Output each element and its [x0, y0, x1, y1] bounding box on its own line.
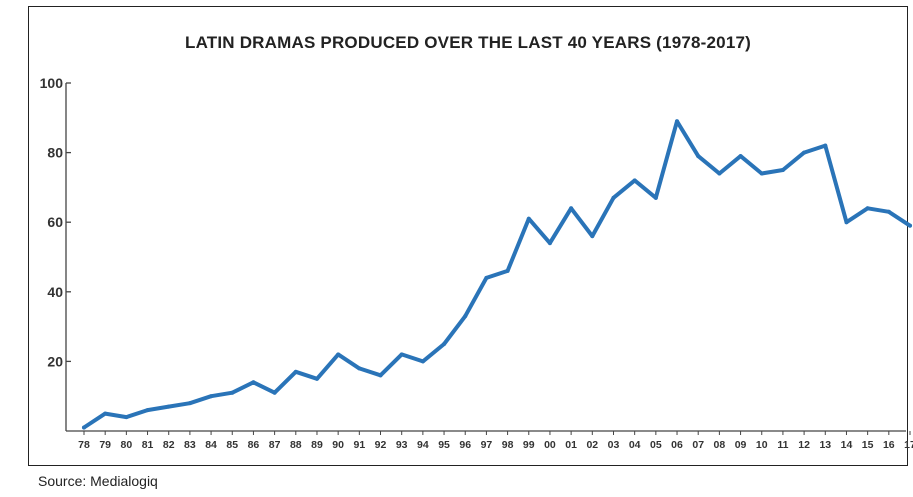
x-tick-label-83: 83: [184, 439, 196, 451]
data-point-95: [442, 342, 447, 346]
data-point-86: [251, 380, 256, 385]
data-point-89: [314, 376, 319, 381]
x-tick-label-11: 11: [777, 439, 788, 451]
data-point-15: [865, 206, 870, 211]
x-tick-label-02: 02: [586, 439, 598, 451]
data-point-12: [802, 150, 807, 155]
data-point-92: [378, 373, 383, 378]
data-point-90: [336, 352, 341, 357]
x-tick-label-87: 87: [269, 439, 281, 451]
data-point-05: [653, 195, 658, 200]
data-point-06: [675, 119, 680, 124]
x-tick-label-14: 14: [841, 439, 853, 451]
x-tick-label-00: 00: [544, 439, 556, 451]
series-layer: [82, 119, 912, 430]
data-point-07: [696, 154, 701, 159]
x-tick-label-85: 85: [226, 439, 238, 451]
x-tick-label-79: 79: [99, 439, 111, 451]
x-tick-label-94: 94: [417, 439, 429, 451]
data-point-84: [209, 394, 214, 399]
x-tick-label-09: 09: [735, 439, 747, 451]
x-tick-label-82: 82: [163, 439, 175, 451]
x-tick-label-80: 80: [121, 439, 133, 451]
x-tick-label-78: 78: [78, 439, 90, 451]
data-point-96: [463, 314, 468, 319]
x-tick-label-17: 17: [904, 439, 913, 451]
y-tick-label-80: 80: [47, 145, 63, 161]
data-point-81: [145, 408, 150, 413]
data-point-98: [505, 268, 510, 273]
x-tick-label-13: 13: [819, 439, 831, 451]
x-tick-label-99: 99: [523, 439, 535, 451]
data-point-85: [230, 390, 235, 395]
data-point-13: [823, 143, 828, 148]
x-tick-label-89: 89: [311, 439, 323, 451]
y-tick-label-60: 60: [47, 214, 63, 230]
x-tick-label-98: 98: [502, 439, 514, 451]
x-tick-label-96: 96: [459, 439, 471, 451]
series-line-0: [82, 119, 912, 430]
data-point-16: [886, 209, 891, 214]
x-tick-label-92: 92: [375, 439, 387, 451]
data-point-99: [526, 216, 531, 221]
x-tick-label-05: 05: [650, 439, 662, 451]
y-axis: 20 40 60 80 100: [40, 75, 71, 431]
data-point-01: [569, 206, 574, 211]
data-point-87: [272, 390, 277, 395]
x-tick-label-06: 06: [671, 439, 683, 451]
data-point-88: [293, 369, 298, 374]
x-axis: 78 79 80 81 82 83 84 85 86 87 88 89 90 91 92 93 94 95 96 97…: [66, 430, 913, 451]
data-point-04: [632, 178, 637, 183]
data-point-00: [547, 241, 552, 246]
data-point-93: [399, 352, 404, 357]
x-tick-label-93: 93: [396, 439, 408, 451]
data-point-94: [420, 359, 425, 364]
x-tick-label-84: 84: [205, 439, 217, 451]
x-tick-label-15: 15: [862, 439, 874, 451]
x-tick-label-86: 86: [248, 439, 260, 451]
chart-title: LATIN DRAMAS PRODUCED OVER THE LAST 40 Y…: [184, 33, 752, 52]
x-tick-label-08: 08: [714, 439, 726, 451]
data-point-03: [611, 195, 616, 200]
data-point-08: [717, 171, 722, 176]
x-tick-label-95: 95: [438, 439, 450, 451]
x-tick-label-81: 81: [142, 439, 154, 451]
data-point-10: [759, 171, 764, 176]
data-point-80: [124, 415, 129, 420]
x-tick-label-97: 97: [481, 439, 493, 451]
data-point-97: [484, 275, 489, 280]
y-tick-label-40: 40: [47, 284, 63, 300]
x-tick-label-07: 07: [692, 439, 704, 451]
data-point-11: [780, 168, 785, 172]
x-tick-label-88: 88: [290, 439, 302, 451]
x-tick-label-03: 03: [608, 439, 620, 451]
data-point-82: [166, 404, 171, 409]
x-tick-label-12: 12: [798, 439, 810, 451]
chart-frame: [28, 6, 908, 466]
y-tick-label-20: 20: [47, 353, 63, 369]
data-point-91: [357, 366, 362, 371]
x-tick-label-91: 91: [353, 439, 365, 451]
x-tick-label-16: 16: [883, 439, 895, 451]
x-tick-label-01: 01: [565, 439, 577, 451]
data-point-09: [738, 154, 743, 159]
data-point-78: [82, 425, 86, 430]
data-point-83: [187, 401, 192, 406]
data-point-02: [590, 234, 595, 239]
source-note: Source: Medialogiq: [38, 473, 158, 489]
y-tick-label-100: 100: [40, 75, 64, 91]
x-tick-label-04: 04: [629, 439, 641, 451]
x-tick-label-10: 10: [756, 439, 768, 451]
data-point-14: [844, 220, 849, 225]
data-point-17: [908, 223, 912, 228]
data-point-79: [103, 411, 108, 416]
x-tick-label-90: 90: [332, 439, 344, 451]
